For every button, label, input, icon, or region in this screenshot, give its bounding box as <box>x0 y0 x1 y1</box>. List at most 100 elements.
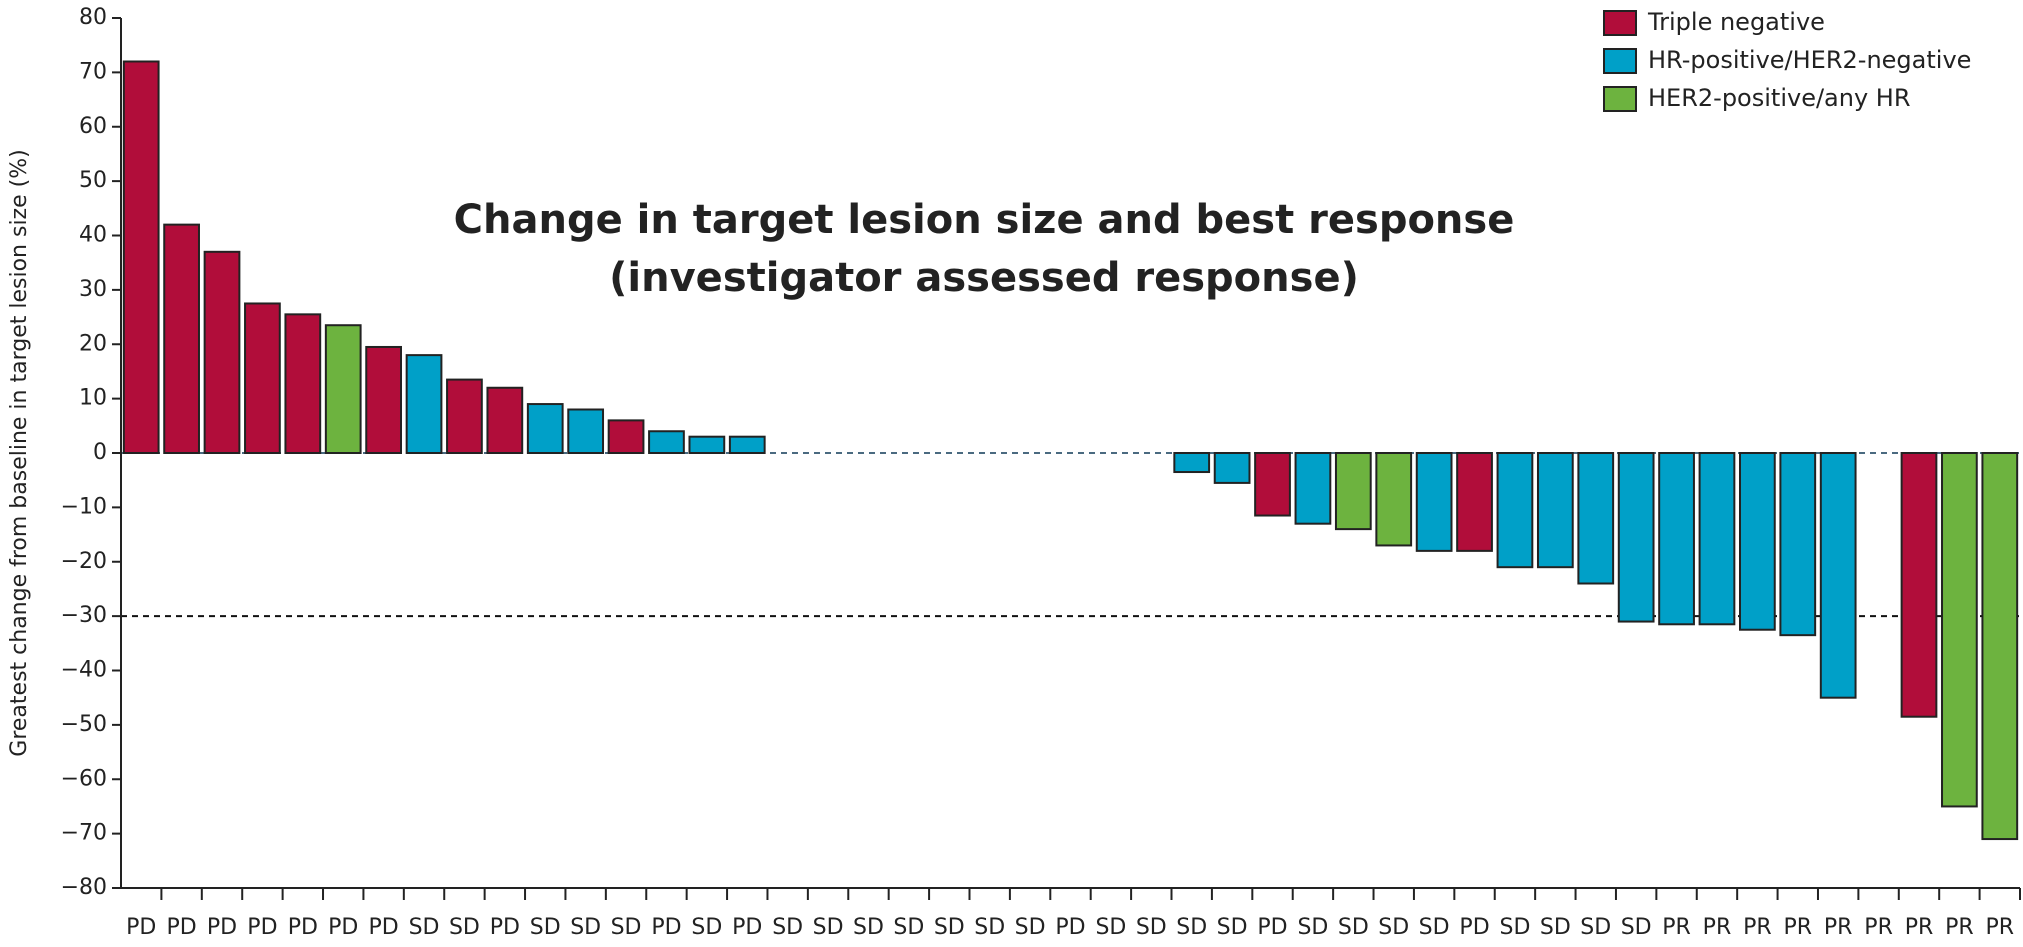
bar <box>122 60 160 454</box>
chart-title: (investigator assessed response) <box>609 255 1359 301</box>
bar <box>648 430 685 454</box>
x-tick-label: SD <box>853 915 884 940</box>
x-tick-label: SD <box>893 915 924 940</box>
x-tick-label: SD <box>772 915 803 940</box>
x-tick-label: PR <box>1743 915 1772 940</box>
x-tick-label: SD <box>530 915 561 940</box>
x-tick-label: SD <box>1176 915 1207 940</box>
x-tick-label: PD <box>166 915 196 940</box>
bar <box>486 386 524 454</box>
legend-label: HR-positive/HER2-negative <box>1648 46 1971 74</box>
legend-swatch <box>1603 48 1637 74</box>
legend-label: Triple negative <box>1647 8 1825 36</box>
x-tick-label: PD <box>1257 915 1287 940</box>
x-tick-label: SD <box>691 915 722 940</box>
y-tick-label: 10 <box>79 386 107 411</box>
y-tick-label: −30 <box>61 603 107 628</box>
bar <box>1658 452 1695 626</box>
x-tick-label: SD <box>813 915 844 940</box>
x-tick-label: PR <box>1783 915 1812 940</box>
x-tick-label: PD <box>247 915 277 940</box>
bar <box>446 378 483 454</box>
x-tick-label: SD <box>1297 915 1328 940</box>
x-tick-label: PR <box>1824 915 1853 940</box>
bar <box>203 250 241 454</box>
y-tick-label: 30 <box>79 277 107 302</box>
bar <box>1456 452 1493 552</box>
bar <box>1536 452 1574 569</box>
x-tick-label: SD <box>1015 915 1046 940</box>
x-tick-label: PR <box>1905 915 1934 940</box>
bar <box>284 313 322 454</box>
bar <box>1254 452 1291 517</box>
x-tick-label: SD <box>1136 915 1167 940</box>
bar <box>1941 452 1978 808</box>
x-tick-label: PD <box>288 915 318 940</box>
y-tick-label: 0 <box>93 440 107 465</box>
bar <box>1173 452 1211 474</box>
x-tick-label: SD <box>1540 915 1571 940</box>
x-tick-label: PD <box>126 915 156 940</box>
x-tick-label: SD <box>1580 915 1611 940</box>
bar <box>1900 452 1938 718</box>
bar <box>365 345 403 454</box>
x-tick-label: SD <box>1338 915 1369 940</box>
bar <box>405 354 443 454</box>
y-tick-label: −70 <box>61 821 107 846</box>
y-tick-label: 60 <box>79 114 107 139</box>
x-tick-label: PD <box>490 915 520 940</box>
bar <box>1617 452 1655 623</box>
bar <box>1415 452 1453 552</box>
bar <box>728 435 766 454</box>
x-tick-label: SD <box>449 915 480 940</box>
x-tick-label: PD <box>328 915 358 940</box>
x-tick-label: SD <box>570 915 601 940</box>
x-tick-label: PD <box>651 915 681 940</box>
x-tick-label: PD <box>1459 915 1489 940</box>
bar <box>1294 452 1332 525</box>
y-tick-label: 70 <box>79 59 107 84</box>
y-axis-label: Greatest change from baseline in target … <box>7 149 32 756</box>
x-tick-label: SD <box>1499 915 1530 940</box>
x-tick-label: SD <box>1378 915 1409 940</box>
bar <box>1819 452 1857 699</box>
y-tick-label: −60 <box>61 766 107 791</box>
y-tick-label: −50 <box>61 712 107 737</box>
bar <box>1213 452 1251 484</box>
x-tick-label: SD <box>1419 915 1450 940</box>
x-tick-label: PR <box>1864 915 1893 940</box>
y-tick-label: −40 <box>61 658 107 683</box>
legend-label: HER2-positive/any HR <box>1648 84 1911 112</box>
bar <box>607 419 645 454</box>
bar <box>1738 452 1776 631</box>
x-tick-label: PR <box>1703 915 1732 940</box>
chart-title: Change in target lesion size and best re… <box>454 197 1515 243</box>
x-tick-label: PR <box>1662 915 1691 940</box>
x-tick-label: SD <box>974 915 1005 940</box>
y-tick-label: −80 <box>61 875 107 900</box>
y-tick-label: 50 <box>79 168 107 193</box>
bar <box>1698 452 1736 626</box>
bar <box>526 403 564 454</box>
x-tick-label: SD <box>934 915 965 940</box>
bar <box>1375 452 1413 547</box>
y-tick-label: −10 <box>61 494 107 519</box>
x-tick-label: SD <box>1621 915 1652 940</box>
x-tick-label: SD <box>409 915 440 940</box>
x-tick-label: PR <box>1986 915 2015 940</box>
x-tick-label: PD <box>207 915 237 940</box>
x-tick-label: PD <box>1055 915 1085 940</box>
y-tick-label: 20 <box>79 331 107 356</box>
x-tick-label: SD <box>1095 915 1126 940</box>
x-tick-label: SD <box>1217 915 1248 940</box>
y-tick-label: 40 <box>79 223 107 248</box>
bar <box>1779 452 1817 637</box>
legend-swatch <box>1603 10 1637 36</box>
legend-swatch <box>1603 86 1637 112</box>
x-tick-label: SD <box>611 915 642 940</box>
y-tick-label: 80 <box>79 5 107 30</box>
bar <box>1981 452 2019 841</box>
bar <box>567 408 605 454</box>
bar <box>1577 452 1615 585</box>
